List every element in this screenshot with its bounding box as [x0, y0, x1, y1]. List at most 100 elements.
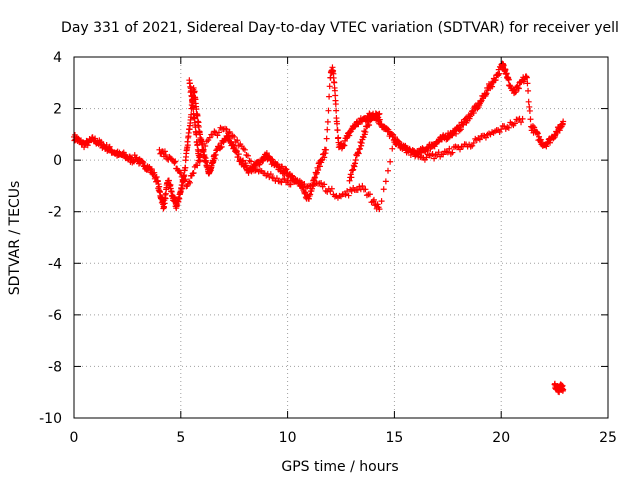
data-point [345, 192, 352, 199]
data-point [161, 153, 168, 160]
data-point [325, 107, 332, 114]
data-point [492, 77, 499, 84]
data-point [362, 129, 369, 136]
data-point [507, 119, 514, 126]
data-point [400, 143, 407, 150]
data-point [187, 83, 194, 90]
data-point [200, 146, 207, 153]
data-point [355, 150, 362, 157]
data-point [192, 96, 199, 103]
grid-lines [74, 57, 608, 418]
data-point [328, 185, 335, 192]
data-point [435, 149, 442, 156]
data-point [301, 181, 308, 188]
data-point [260, 157, 267, 164]
data-point [395, 138, 402, 145]
data-point [263, 150, 270, 157]
data-point [313, 170, 320, 177]
data-point [178, 173, 185, 180]
data-point [151, 169, 158, 176]
data-point [218, 143, 225, 150]
data-point [176, 169, 183, 176]
data-point [505, 76, 512, 83]
data-point [525, 87, 532, 94]
data-point [358, 140, 365, 147]
data-point [388, 131, 395, 138]
data-point [336, 192, 343, 199]
data-point [213, 147, 220, 154]
data-point [512, 88, 519, 95]
data-point [333, 115, 340, 122]
y-tick-labels: -10 -8 -6 -4 -2 0 2 4 [39, 50, 62, 427]
data-point [106, 143, 113, 150]
chart-title: Day 331 of 2021, Sidereal Day-to-day VTE… [61, 20, 619, 36]
x-tick-label: 5 [176, 430, 185, 446]
data-point [453, 144, 460, 151]
data-point [251, 167, 258, 174]
data-point [332, 92, 339, 99]
data-point [161, 204, 168, 211]
data-point [457, 126, 464, 133]
data-point [360, 134, 367, 141]
data-point [355, 121, 362, 128]
data-point [126, 153, 133, 160]
data-point [482, 134, 489, 141]
data-point [357, 139, 364, 146]
data-point [361, 128, 368, 135]
data-point [183, 146, 190, 153]
plot-frame [73, 56, 609, 419]
data-point [525, 98, 532, 105]
data-point [311, 175, 318, 182]
data-point [362, 186, 369, 193]
data-point [156, 183, 163, 190]
data-point [315, 166, 322, 173]
y-tick-label: 4 [53, 50, 62, 66]
data-point [321, 181, 328, 188]
data-point [489, 83, 496, 90]
data-point [323, 135, 330, 142]
data-point [92, 135, 99, 142]
data-point [322, 150, 329, 157]
data-point [199, 139, 206, 146]
data-point [375, 204, 382, 211]
data-point [154, 177, 161, 184]
data-point [245, 169, 252, 176]
data-point [443, 148, 450, 155]
data-point [515, 85, 522, 92]
data-point [470, 109, 477, 116]
data-point [279, 163, 286, 170]
data-point [192, 124, 199, 131]
data-point [334, 120, 341, 127]
data-point [223, 126, 230, 133]
data-point [496, 129, 503, 136]
data-point [526, 103, 533, 110]
data-point [346, 177, 353, 184]
data-point [96, 140, 103, 147]
data-point [523, 73, 530, 80]
y-tick-label: -4 [48, 256, 62, 272]
data-point [475, 135, 482, 142]
y-axis-label: SDTVAR / TECUs [7, 181, 23, 296]
x-tick-label: 25 [599, 430, 617, 446]
data-point [282, 165, 289, 172]
data-point [161, 148, 168, 155]
data-point [476, 102, 483, 109]
data-point [226, 128, 233, 135]
y-tick-label: -10 [39, 411, 62, 427]
data-point [446, 145, 453, 152]
data-point [352, 157, 359, 164]
data-point [358, 142, 365, 149]
data-point [313, 169, 320, 176]
data-point [181, 177, 188, 184]
data-point [162, 195, 169, 202]
data-point [240, 145, 247, 152]
x-tick-label: 15 [385, 430, 403, 446]
data-point [449, 149, 456, 156]
data-point [534, 129, 541, 136]
data-point [175, 198, 182, 205]
data-point [347, 128, 354, 135]
y-tick-label: -6 [48, 308, 62, 324]
data-point [502, 66, 509, 73]
x-tick-labels: 0 5 10 15 20 25 [70, 430, 617, 446]
data-point [378, 198, 385, 205]
